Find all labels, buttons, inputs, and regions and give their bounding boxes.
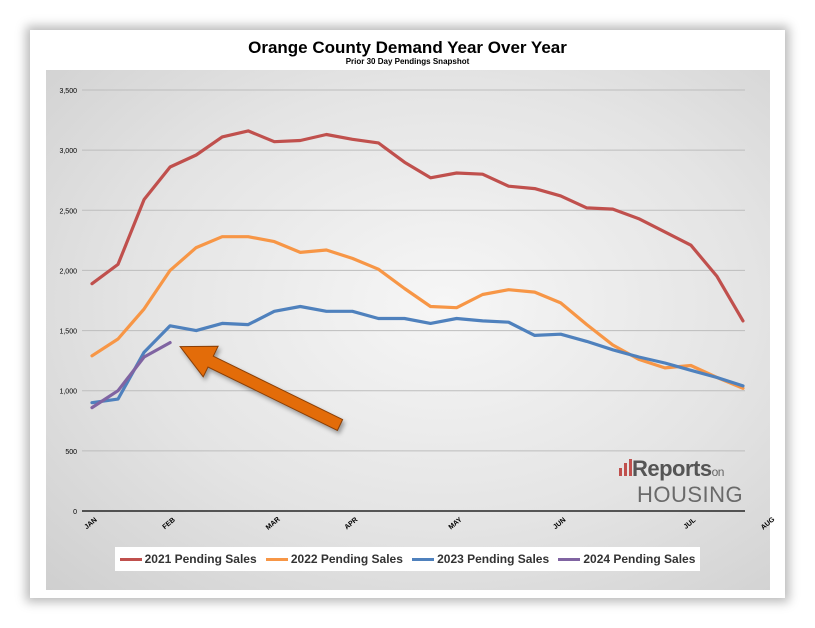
legend-label: 2023 Pending Sales	[437, 552, 550, 566]
legend-label: 2022 Pending Sales	[290, 552, 403, 566]
x-tick-label: MAY	[448, 516, 464, 531]
logo-bars-icon	[619, 459, 632, 476]
annotation-arrow	[179, 345, 344, 432]
chart-title: Orange County Demand Year Over Year	[248, 38, 567, 57]
y-tick-label: 1,500	[59, 329, 77, 336]
y-tick-label: 1,000	[59, 389, 77, 396]
y-tick-label: 2,500	[59, 208, 77, 215]
legend-item-2021: 2021 Pending Sales	[119, 552, 257, 566]
x-tick-label: FEB	[162, 517, 177, 531]
series-line-2021	[90, 129, 745, 323]
x-tick-label: MAR	[265, 516, 282, 532]
x-tick-label: JAN	[83, 517, 98, 531]
y-tick-label: 0	[73, 509, 77, 516]
legend-label: 2021 Pending Sales	[144, 552, 257, 566]
legend-item-2024: 2024 Pending Sales	[558, 552, 695, 566]
reports-on-housing-logo: Reportson HOUSING	[618, 456, 748, 508]
x-tick-label: APR	[344, 516, 360, 531]
line-chart: 0 500 1,000 1,500 2,000 2,500 3,000 3,500 JAN FEB…	[59, 88, 777, 532]
y-tick-label: 3,000	[59, 148, 77, 155]
series-line-2023	[90, 304, 745, 405]
y-tick-label: 500	[65, 449, 77, 456]
logo-line1: Reportson	[632, 456, 724, 481]
legend-label: 2024 Pending Sales	[583, 552, 696, 566]
x-tick-label: JUL	[683, 516, 698, 530]
chart-subtitle: Prior 30 Day Pendings Snapshot	[345, 57, 470, 66]
chart-card: 0 500 1,000 1,500 2,000 2,500 3,000 3,500 JAN FEB…	[30, 30, 785, 598]
legend-swatch	[558, 557, 581, 561]
series-line-2022	[90, 235, 745, 390]
logo-line2: HOUSING	[637, 482, 744, 507]
series-line-2024	[90, 341, 172, 410]
y-tick-label: 2,000	[59, 268, 77, 275]
legend-swatch	[265, 557, 288, 561]
x-tick-label: JUN	[552, 517, 567, 531]
chart-legend: 2021 Pending Sales 2022 Pending Sales 20…	[115, 547, 700, 571]
legend-swatch	[119, 557, 142, 561]
legend-item-2023: 2023 Pending Sales	[412, 552, 549, 566]
x-tick-label: AUG	[760, 516, 777, 532]
legend-swatch	[412, 557, 435, 561]
legend-item-2022: 2022 Pending Sales	[265, 552, 403, 566]
y-tick-label: 3,500	[59, 88, 77, 95]
